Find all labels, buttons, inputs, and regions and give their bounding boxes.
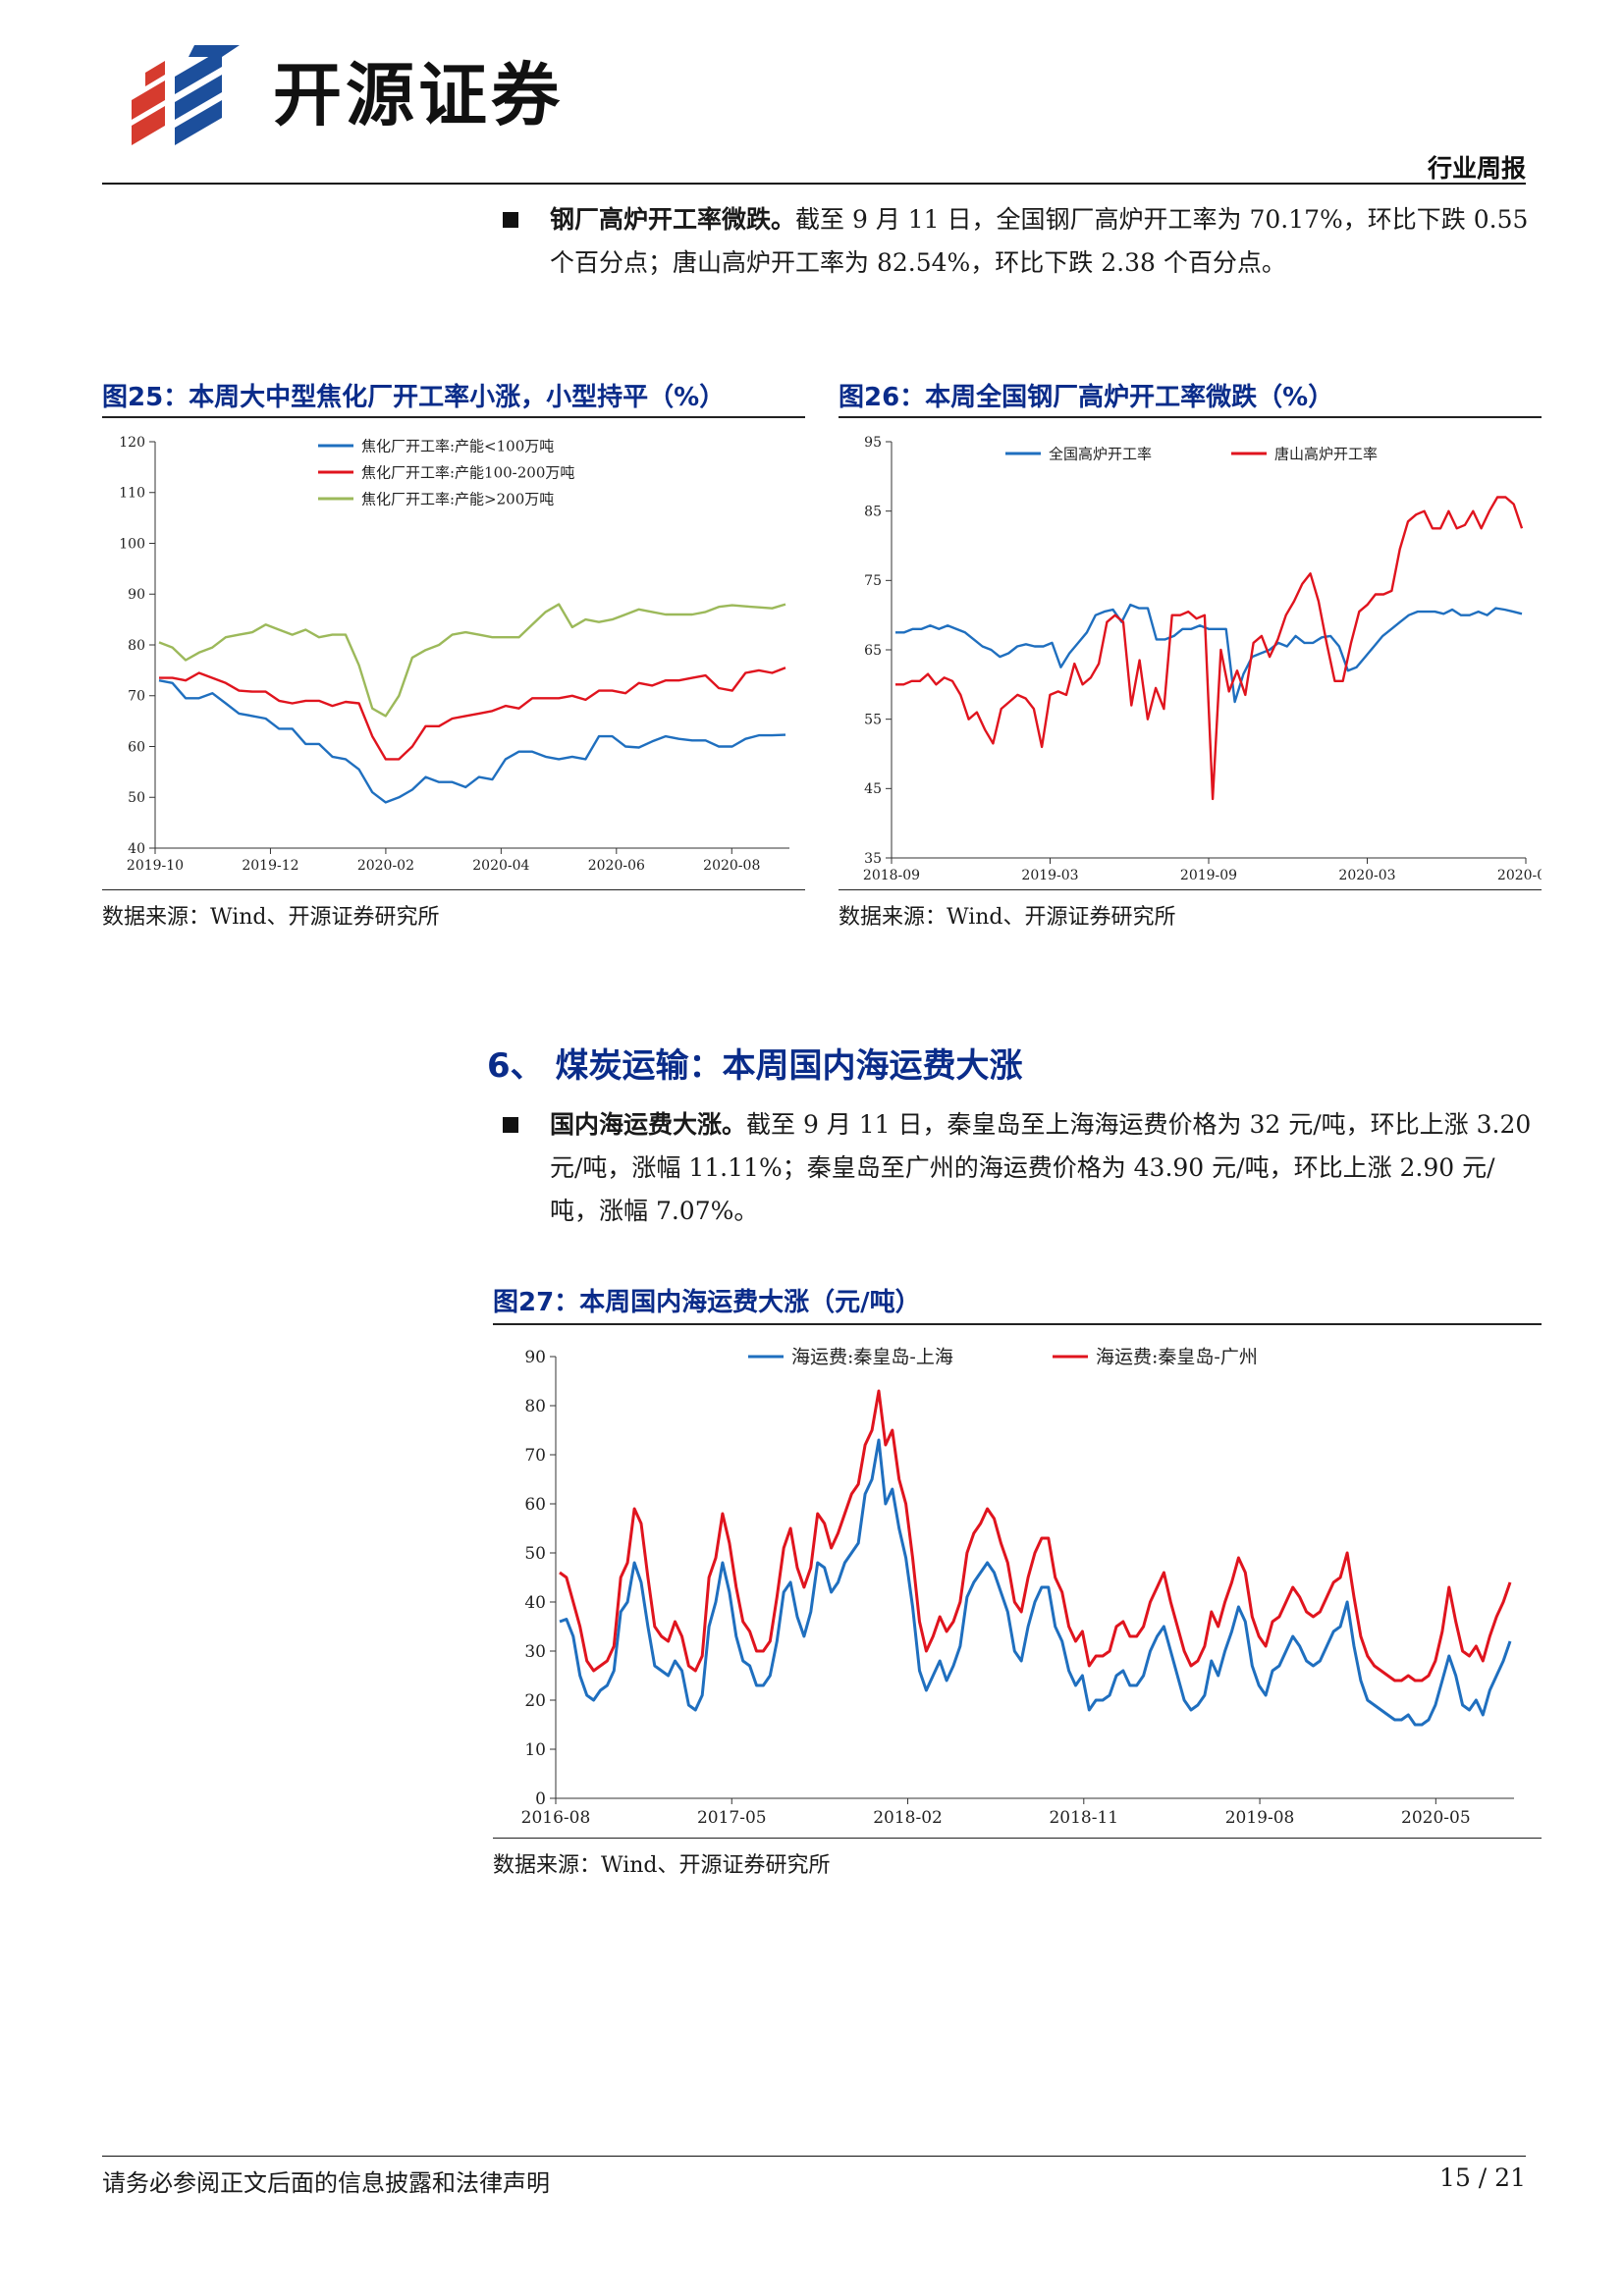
y-tick-label: 50 [128,790,145,806]
header-rule [102,183,1526,185]
page-number: 15 / 21 [1439,2163,1526,2192]
x-tick-label: 2020-06 [588,858,645,874]
y-tick-label: 65 [864,643,882,659]
figure-26-bottom-rule [839,889,1542,890]
figure-26-source: 数据来源：Wind、开源证券研究所 [839,905,1176,930]
y-tick-label: 120 [119,435,145,451]
y-tick-label: 35 [864,851,882,867]
x-tick-label: 2018-11 [1049,1808,1118,1828]
figure-27-chart: 0 10 20 30 40 50 60 70 80 90 2016-08 2017-05 2018-02… [521,1346,1514,1828]
x-tick-label: 2019-12 [242,858,298,874]
bullet-blast-furnace: 钢厂高炉开工率微跌。截至 9 月 11 日，全国钢厂高炉开工率为 70.17%，… [503,198,1532,285]
brand-name: 开源证券 [273,55,564,135]
y-tick-label: 40 [524,1593,546,1613]
legend-label-0: 焦化厂开工率:产能<100万吨 [361,437,554,454]
footer-disclaimer: 请务必参阅正文后面的信息披露和法律声明 [102,2169,550,2197]
y-tick-label: 80 [524,1397,546,1416]
x-tick-label: 2020-08 [703,858,760,874]
legend-label-1: 海运费:秦皇岛-广州 [1096,1346,1258,1367]
figure-25-top-rule [102,416,805,418]
figure-27-source: 数据来源：Wind、开源证券研究所 [493,1853,831,1878]
y-tick-label: 10 [524,1740,546,1760]
y-tick-label: 95 [864,435,882,451]
bullet-text: 截至 9 月 11 日，秦皇岛至上海海运费价格为 32 元/吨，环比上涨 3.2… [550,1110,1532,1225]
series-line-2 [158,603,786,718]
series-line-1 [159,667,786,761]
series-line-0 [559,1438,1512,1727]
report-type: 行业周报 [1427,154,1526,183]
legend-label-2: 焦化厂开工率:产能>200万吨 [361,490,554,507]
legend-label-1: 唐山高炉开工率 [1274,445,1378,462]
y-tick-label: 90 [524,1348,546,1367]
y-tick-label: 75 [864,573,882,589]
y-tick-label: 80 [128,638,145,654]
figure-25-source: 数据来源：Wind、开源证券研究所 [102,905,440,930]
y-tick-label: 70 [128,689,145,705]
y-tick-label: 20 [524,1691,546,1711]
bullet-square-icon [503,212,518,228]
y-tick-label: 0 [535,1789,546,1809]
series-line-1 [895,496,1524,801]
legend-label-1: 焦化厂开工率:产能100-200万吨 [361,463,574,481]
y-tick-label: 90 [128,587,145,603]
figure-25-bottom-rule [102,889,805,890]
series-line-0 [895,603,1523,704]
brand-logo-icon [132,45,240,145]
y-tick-label: 100 [119,536,145,552]
y-tick-label: 85 [864,505,882,520]
figure-25-title: 图25：本周大中型焦化厂开工率小涨，小型持平（%） [102,383,726,412]
figure-27-bottom-rule [493,1838,1542,1839]
y-tick-label: 55 [864,713,882,728]
x-tick-label: 2020-04 [472,858,529,874]
bullet-square-icon [503,1117,518,1133]
x-tick-label: 2020-03 [1338,868,1395,883]
y-tick-label: 30 [524,1642,546,1662]
figure-26-title: 图26：本周全国钢厂高炉开工率微跌（%） [839,383,1334,412]
x-tick-label: 2017-05 [697,1808,767,1828]
figure-27-title: 图27：本周国内海运费大涨（元/吨） [493,1288,921,1317]
y-tick-label: 50 [524,1544,546,1564]
y-tick-label: 60 [128,739,145,755]
figure-26-top-rule [839,416,1542,418]
legend-label-0: 海运费:秦皇岛-上海 [791,1346,953,1367]
bullet-freight: 国内海运费大涨。截至 9 月 11 日，秦皇岛至上海海运费价格为 32 元/吨，… [503,1103,1532,1233]
x-tick-label: 2018-02 [873,1808,943,1828]
series-line-0 [158,679,786,804]
y-tick-label: 70 [524,1446,546,1466]
x-tick-label: 2019-08 [1225,1808,1295,1828]
x-tick-label: 2019-09 [1180,868,1237,883]
section-title: 6、 煤炭运输：本周国内海运费大涨 [487,1046,1023,1086]
y-tick-label: 45 [864,781,882,797]
bullet-heading: 国内海运费大涨。 [550,1110,747,1139]
footer-rule [102,2156,1526,2157]
figure-27-top-rule [493,1323,1542,1325]
y-tick-label: 60 [524,1495,546,1515]
legend-label-0: 全国高炉开工率 [1049,445,1152,462]
x-tick-label: 2019-10 [127,858,184,874]
y-tick-label: 110 [119,486,145,502]
figure-25-chart: 40 50 60 70 80 90 100 110 120 2019-10 2019-12 2020-… [119,435,789,874]
x-tick-label: 2020-05 [1401,1808,1471,1828]
series-line-1 [559,1389,1512,1682]
x-tick-label: 2019-03 [1021,868,1078,883]
x-tick-label: 2016-08 [521,1808,591,1828]
x-tick-label: 2018-09 [863,868,920,883]
figure-26-chart: 35 45 55 65 75 85 95 2018-09 2019-03 2019-09 2020-… [863,435,1542,883]
y-tick-label: 40 [128,841,145,857]
bullet-heading: 钢厂高炉开工率微跌。 [550,205,796,234]
x-tick-label: 2020-02 [357,858,414,874]
x-tick-label: 2020-09 [1497,868,1542,883]
bullet-text: 截至 9 月 11 日，全国钢厂高炉开工率为 70.17%，环比下跌 0.55 … [550,205,1529,277]
